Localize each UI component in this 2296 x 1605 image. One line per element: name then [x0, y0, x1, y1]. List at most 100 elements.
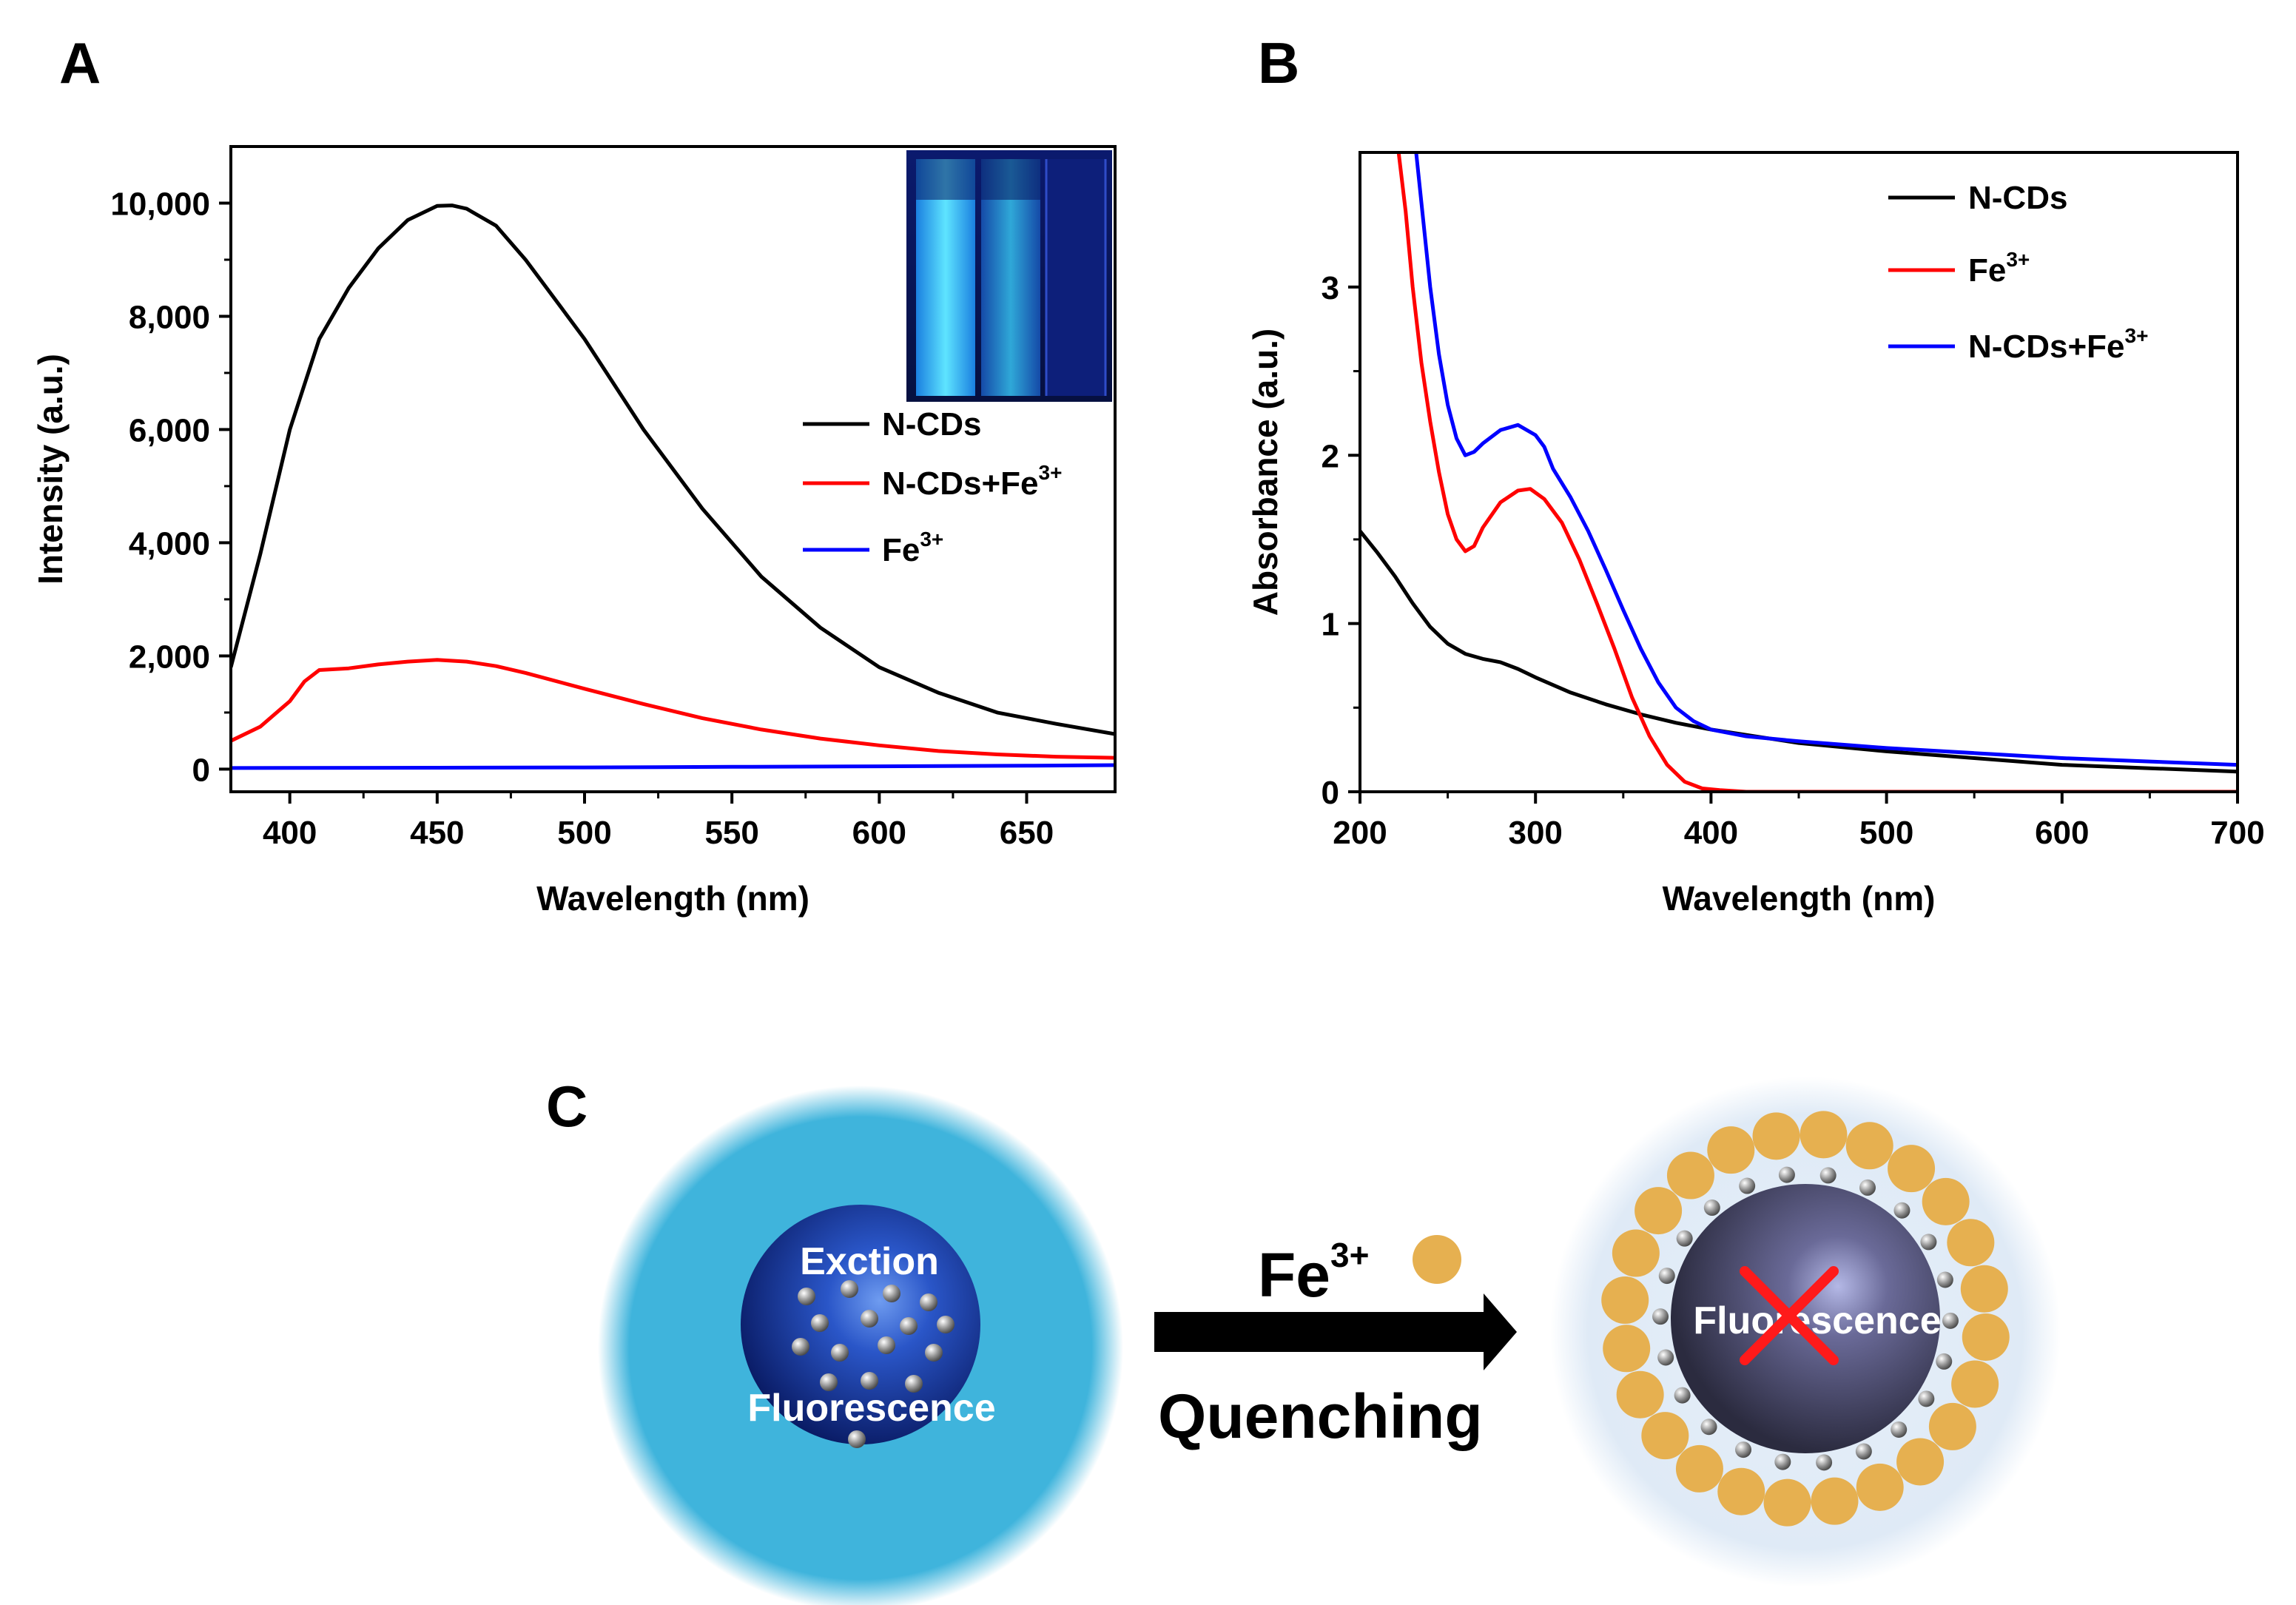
fe-ion [1601, 1276, 1649, 1325]
panel-label-c: C [546, 1074, 588, 1139]
legend-a-label-0: N-CDs [882, 406, 981, 443]
y-tick-label-a: 8,000 [129, 299, 210, 335]
fe-ion [1896, 1438, 1945, 1486]
surface-group-left [811, 1314, 829, 1332]
series-line-b-2 [1414, 152, 2238, 767]
surface-group-right [1859, 1179, 1876, 1196]
fe-ion [1928, 1402, 1976, 1450]
fe-ion [1888, 1145, 1936, 1193]
y-tick-label-b: 0 [1322, 775, 1339, 811]
reagent-label: Fe3+ [1258, 1236, 1369, 1310]
exction-label: Exction [800, 1240, 939, 1283]
reaction-arrow [1154, 1293, 1517, 1370]
legend-b-label-1: Fe3+ [1968, 248, 2030, 289]
surface-group-right [1778, 1166, 1795, 1183]
series-line-a-0 [231, 203, 1115, 736]
chart-a: N-CDs N-CDs+Fe3+ Fe3+ 400 450 500 550 600 650… [31, 145, 1117, 918]
panel-label-a: A [59, 30, 101, 95]
fe-ion [1675, 1444, 1723, 1493]
fe-ion [1717, 1467, 1765, 1515]
quench-cross-icon [1740, 1266, 1839, 1365]
fe-ion [1752, 1112, 1800, 1160]
fe-ion [1666, 1151, 1714, 1199]
fe-ion [1707, 1126, 1755, 1174]
fe-ion [1960, 1265, 2008, 1313]
fe-ion [1856, 1463, 1904, 1511]
legend-a-label-1: N-CDs+Fe3+ [882, 461, 1062, 502]
fe-ion-icon [1413, 1235, 1461, 1284]
fe-ion [1947, 1219, 1995, 1267]
surface-group-left [937, 1316, 955, 1333]
surface-group-right [1676, 1230, 1693, 1247]
legend-b: N-CDs Fe3+ N-CDs+Fe3+ [1888, 180, 2148, 365]
cuvette-fe [1046, 159, 1105, 396]
surface-group-left [820, 1373, 838, 1391]
panel-label-b: B [1258, 30, 1299, 95]
legend-a: N-CDs N-CDs+Fe3+ Fe3+ [803, 406, 1062, 568]
surface-group-right [1855, 1443, 1872, 1460]
fe-ion-ring [1601, 1111, 2010, 1527]
series-line-a-1 [231, 658, 1115, 760]
surface-groups-left [792, 1280, 955, 1448]
legend-a-label-2: Fe3+ [882, 528, 943, 568]
surface-group-right [1816, 1454, 1833, 1471]
fluorescence-label-left: Fluorescence [747, 1387, 995, 1430]
quenching-label: Quenching [1158, 1382, 1483, 1451]
chart-b: N-CDs Fe3+ N-CDs+Fe3+ 200 300 400 500 600 700… [1246, 151, 2265, 918]
fe-ion [1635, 1187, 1683, 1235]
surface-group-left [878, 1336, 895, 1354]
x-tick-label-a: 550 [704, 815, 758, 851]
fe-ion [1800, 1111, 1848, 1159]
fe-ion [1612, 1229, 1660, 1277]
surface-group-left [792, 1338, 809, 1356]
surface-group-left [925, 1344, 943, 1362]
surface-group-right [1703, 1199, 1720, 1217]
x-tick-label-b: 300 [1508, 815, 1562, 851]
y-tick-label-a: 0 [192, 752, 210, 788]
y-axis-title-a: Intensity (a.u.) [31, 354, 70, 585]
fe-ion [1616, 1370, 1664, 1419]
surface-group-left [841, 1280, 858, 1298]
plot-frame-a [229, 145, 1117, 793]
legend-b-label-0: N-CDs [1968, 180, 2067, 216]
surface-group-right [1652, 1308, 1669, 1325]
x-tick-label-a: 600 [852, 815, 906, 851]
fe-ion [1603, 1325, 1651, 1373]
surface-group-right [1739, 1177, 1756, 1194]
surface-group-right [1819, 1167, 1837, 1184]
y-tick-label-a: 2,000 [129, 639, 210, 675]
x-tick-label-b: 400 [1684, 815, 1738, 851]
y-tick-label-b: 3 [1322, 270, 1339, 306]
plot-frame-b [1359, 151, 2239, 793]
inset-cuvette-photo [906, 150, 1112, 402]
surface-group-right [1658, 1268, 1675, 1285]
x-tick-label-b: 200 [1333, 815, 1387, 851]
x-tick-label-b: 700 [2210, 815, 2264, 851]
surface-group-right [1735, 1441, 1752, 1458]
series-line-a-2 [231, 763, 1115, 770]
series-line-b-1 [1396, 152, 2238, 792]
y-tick-label-a: 6,000 [129, 412, 210, 448]
fe-ion [1962, 1313, 2010, 1361]
x-tick-label-a: 400 [263, 815, 317, 851]
surface-group-right [1936, 1271, 1953, 1288]
series-line-b-0 [1360, 530, 2238, 774]
y-axis-title-b: Absorbance (a.u.) [1246, 329, 1285, 616]
surface-group-left [831, 1344, 849, 1362]
surface-group-right [1891, 1421, 1908, 1438]
y-tick-label-a: 4,000 [129, 525, 210, 562]
x-tick-label-a: 650 [1000, 815, 1054, 851]
fe-ion [1763, 1478, 1811, 1527]
x-axis-title-b: Wavelength (nm) [1663, 879, 1936, 918]
surface-group-right [1657, 1349, 1674, 1366]
quenched-sphere [1671, 1184, 1940, 1453]
surface-group-left [798, 1288, 815, 1305]
fe-ion [1641, 1412, 1689, 1460]
y-tick-label-b: 2 [1322, 438, 1339, 474]
x-tick-label-a: 500 [557, 815, 611, 851]
surface-group-left [920, 1293, 937, 1311]
surface-group-left [900, 1317, 918, 1335]
fe-ion [1845, 1122, 1893, 1170]
x-axis-title-a: Wavelength (nm) [536, 879, 809, 918]
